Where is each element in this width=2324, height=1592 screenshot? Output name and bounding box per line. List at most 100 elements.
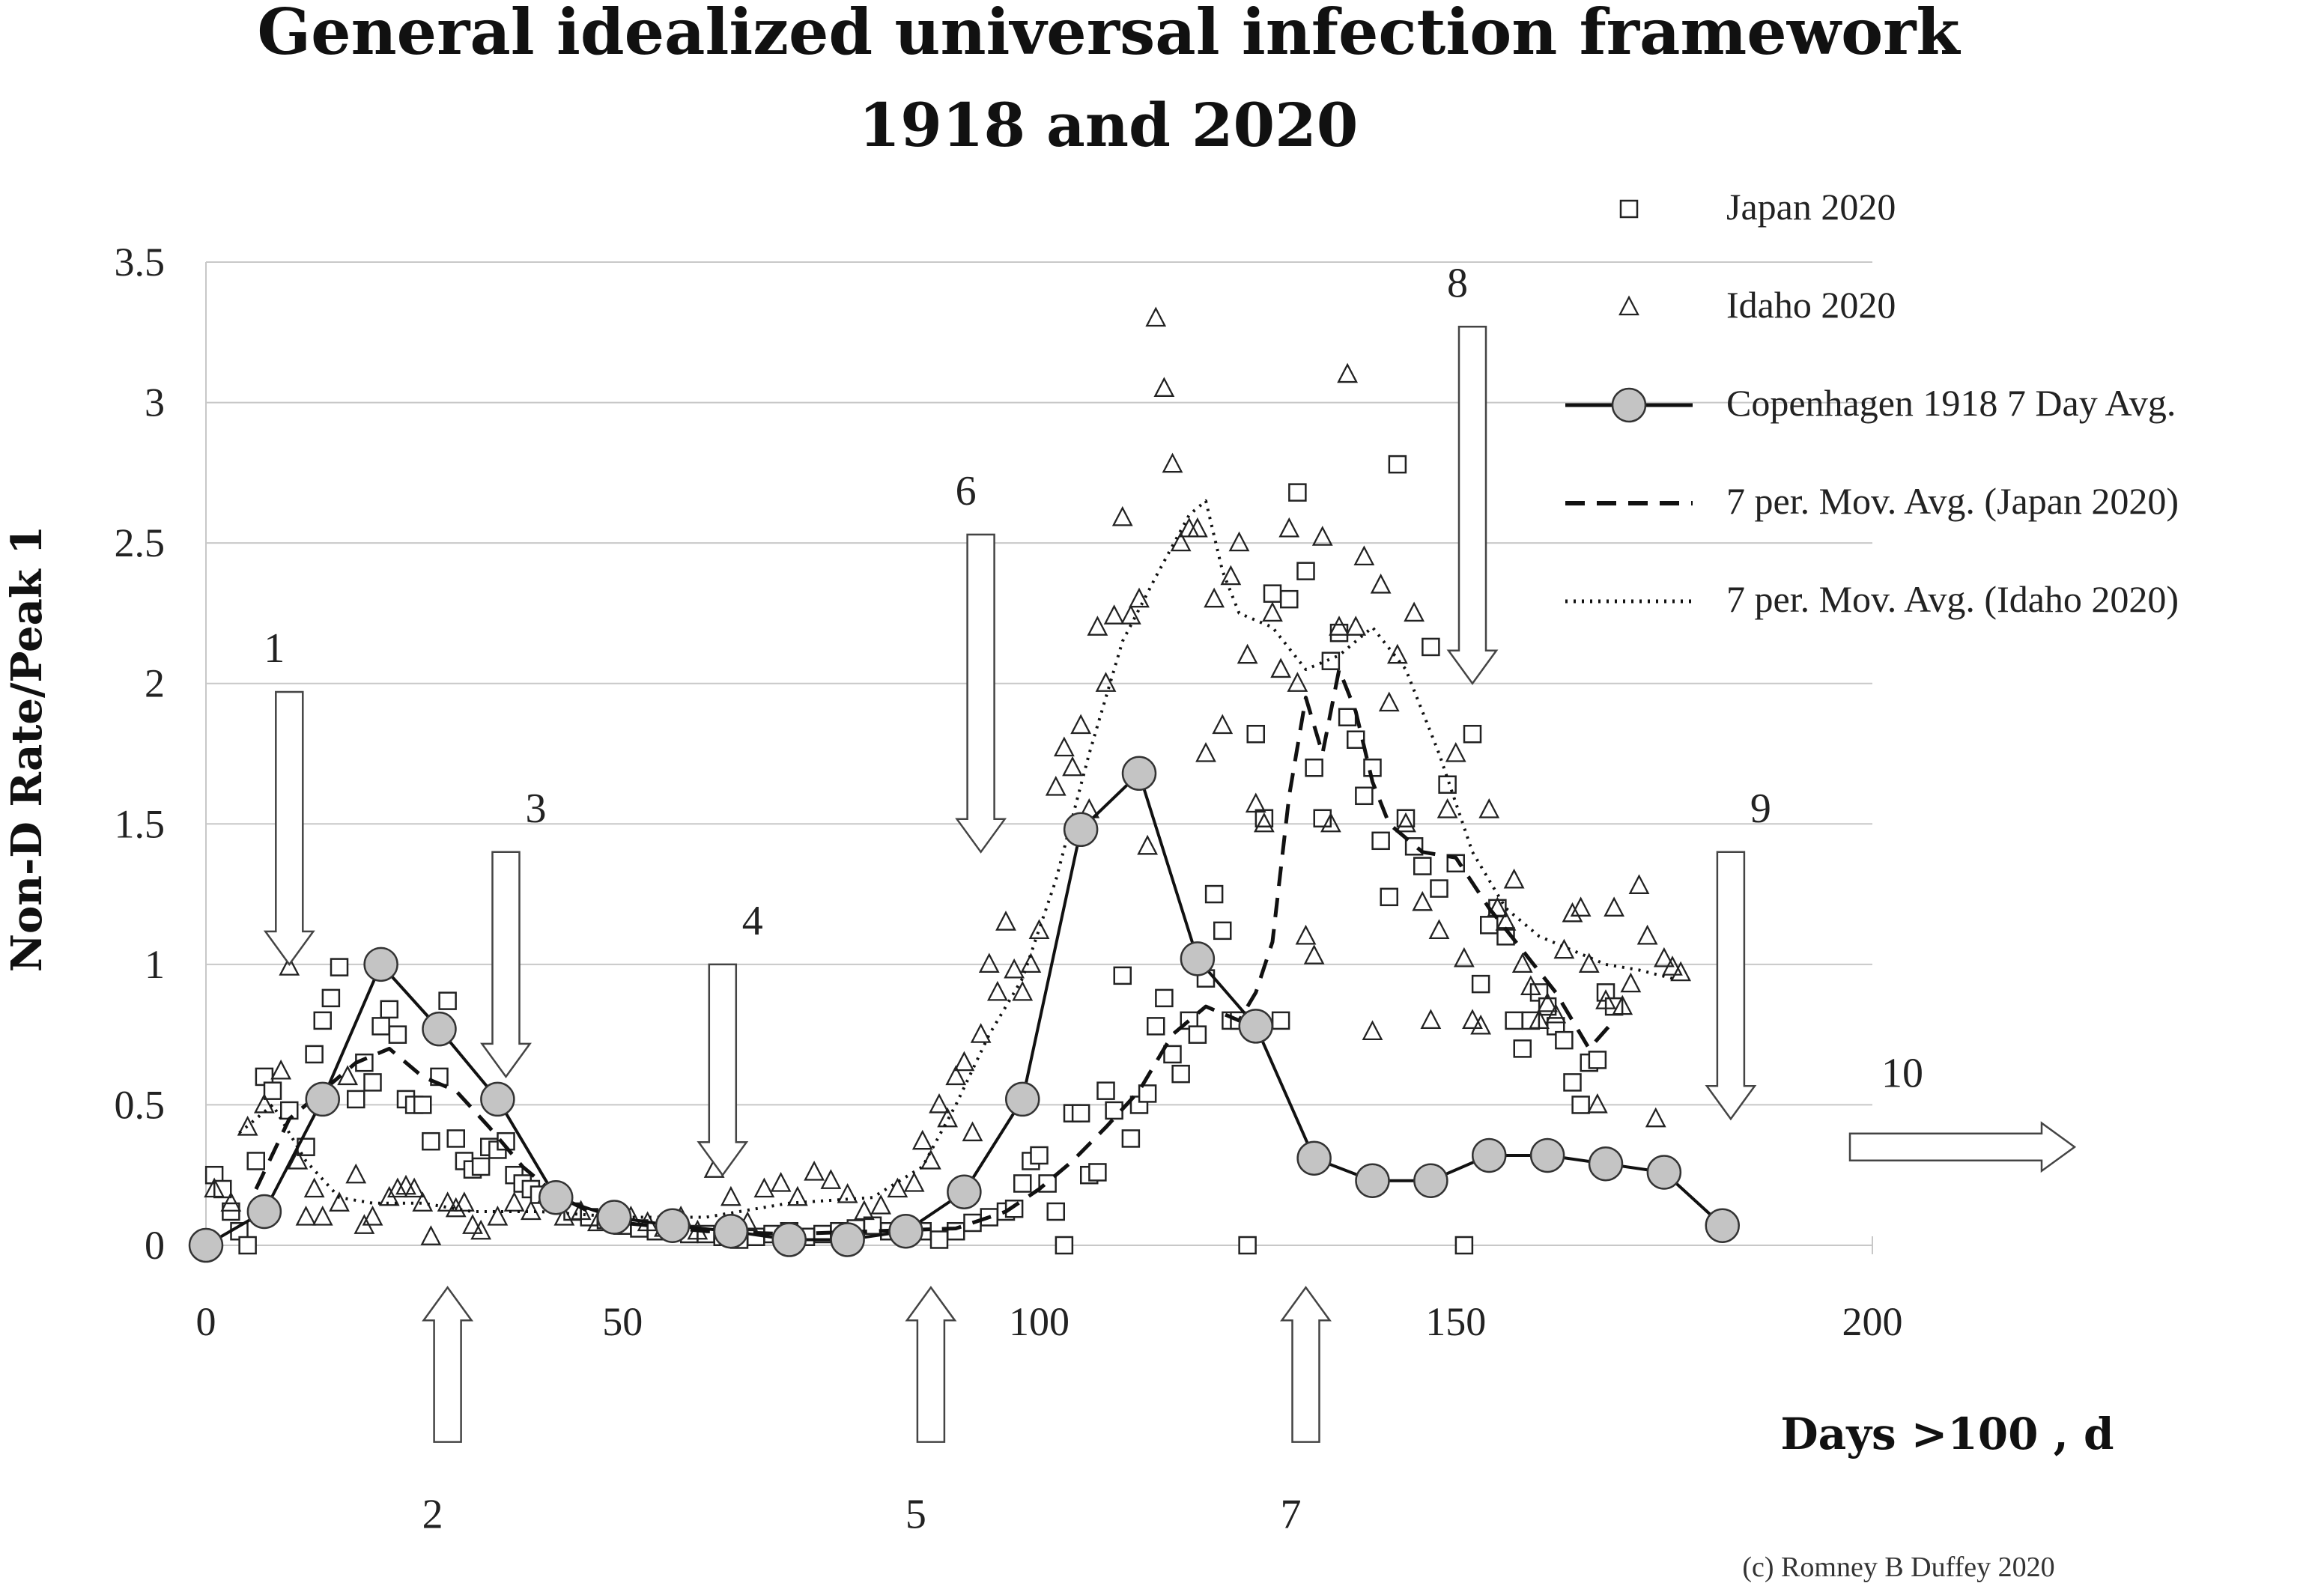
- data-point-square: [1030, 1146, 1049, 1165]
- data-point-square: [1413, 857, 1432, 875]
- data-point-triangle: [1595, 989, 1616, 1009]
- chart-subtitle: 1918 and 2020: [859, 90, 1359, 160]
- data-point-square: [330, 958, 349, 976]
- data-point-square: [1430, 879, 1448, 898]
- data-point-triangle: [911, 1129, 933, 1150]
- data-point-square: [1446, 854, 1465, 873]
- data-point-triangle: [1103, 604, 1125, 625]
- data-point-triangle: [1428, 919, 1450, 939]
- data-point-square: [305, 1045, 324, 1064]
- data-point-square: [422, 1131, 440, 1151]
- legend-item-1: Idaho 2020: [1618, 284, 1896, 326]
- data-point-triangle: [1278, 517, 1300, 538]
- data-point-square: [1380, 887, 1398, 907]
- arrow-shape: [1848, 1121, 2077, 1173]
- data-point-circle: [538, 1179, 574, 1215]
- data-point-triangle: [1228, 531, 1250, 552]
- arrow-shape: [697, 963, 749, 1177]
- data-point-square: [371, 1017, 390, 1036]
- data-point-square: [1363, 759, 1382, 777]
- data-point-square: [222, 1202, 240, 1221]
- x-tick-label: 100: [1009, 1299, 1070, 1344]
- data-point-square: [363, 1073, 382, 1092]
- data-point-square: [1305, 759, 1323, 777]
- data-point-triangle: [1095, 672, 1117, 692]
- annotation-arrow-5: 5: [905, 1286, 957, 1538]
- y-axis-label: Non-D Rate/Peak 1: [2, 526, 52, 972]
- data-point-triangle: [204, 1177, 225, 1198]
- y-tick-label: 3: [145, 380, 165, 425]
- data-point-triangle: [1370, 573, 1392, 594]
- annotation-label: 6: [956, 468, 977, 514]
- data-point-triangle: [1028, 919, 1050, 939]
- data-point-triangle: [329, 1191, 350, 1212]
- data-point-square: [1371, 831, 1390, 851]
- data-point-square: [1471, 974, 1490, 994]
- data-point-circle: [713, 1213, 749, 1249]
- annotation-arrow-1: 1: [263, 625, 315, 967]
- data-point-square: [1013, 1174, 1032, 1193]
- data-point-triangle: [1262, 601, 1283, 622]
- plot-area: [188, 306, 1740, 1263]
- data-point-circle: [1063, 812, 1099, 848]
- data-point-triangle: [1645, 1107, 1666, 1128]
- data-point-triangle: [279, 955, 300, 976]
- series-4: [238, 499, 1673, 1219]
- data-point-triangle: [1578, 953, 1600, 973]
- data-point-triangle: [1545, 1003, 1567, 1024]
- data-point-triangle: [1220, 565, 1242, 586]
- data-point-circle: [422, 1011, 457, 1047]
- data-point-square: [1204, 884, 1224, 904]
- credit-text: (c) Romney B Duffey 2020: [1742, 1552, 2054, 1583]
- data-point-circle: [1238, 1009, 1273, 1044]
- data-point-triangle: [1353, 545, 1375, 566]
- data-point-circle: [1472, 1137, 1507, 1173]
- data-point-triangle: [1170, 531, 1192, 552]
- data-point-triangle: [953, 1051, 975, 1072]
- annotation-label: 2: [422, 1492, 443, 1538]
- data-point-triangle: [1553, 938, 1575, 959]
- data-point-circle: [1180, 941, 1216, 976]
- legend-label: Copenhagen 1918 7 Day Avg.: [1726, 382, 2176, 424]
- data-point-triangle: [770, 1171, 792, 1192]
- data-point-triangle: [1345, 616, 1367, 636]
- y-tick-label: 0: [145, 1223, 165, 1268]
- data-point-square: [929, 1230, 949, 1249]
- data-point-triangle: [1153, 377, 1175, 397]
- data-point-triangle: [1445, 742, 1466, 762]
- data-point-square: [1105, 1101, 1123, 1120]
- series-1: [204, 306, 1692, 1245]
- data-point-circle: [305, 1081, 340, 1117]
- data-point-triangle: [720, 1185, 741, 1206]
- data-point-triangle: [1470, 1014, 1492, 1035]
- data-point-square: [1121, 1129, 1141, 1148]
- data-point-square: [1388, 455, 1407, 474]
- x-tick-label: 200: [1842, 1299, 1903, 1344]
- data-point-triangle: [420, 1225, 442, 1245]
- legend-label: 7 per. Mov. Avg. (Idaho 2020): [1726, 578, 2179, 620]
- data-point-triangle: [1045, 776, 1067, 796]
- data-point-triangle: [1570, 896, 1592, 917]
- data-point-triangle: [887, 1177, 908, 1198]
- annotation-label: 4: [742, 898, 763, 944]
- data-point-triangle: [1636, 924, 1658, 945]
- data-point-triangle: [1012, 980, 1034, 1001]
- data-point-square: [1355, 786, 1374, 806]
- series-2: [188, 756, 1740, 1263]
- data-point-circle: [830, 1222, 865, 1257]
- series-0: [204, 455, 1624, 1255]
- data-point-square: [1088, 1163, 1107, 1182]
- arrow-shape: [905, 1286, 957, 1443]
- arrow-shape: [1446, 326, 1499, 685]
- data-point-circle: [596, 1200, 632, 1235]
- data-point-square: [1238, 1236, 1257, 1255]
- y-tick-label: 3.5: [115, 240, 166, 285]
- data-point-triangle: [470, 1219, 492, 1240]
- x-tick-label: 150: [1425, 1299, 1486, 1344]
- data-point-square: [388, 1025, 407, 1044]
- data-point-triangle: [1670, 961, 1692, 982]
- data-point-triangle: [1212, 714, 1234, 735]
- annotation-arrow-6: 6: [955, 468, 1007, 854]
- data-point-square: [1271, 1011, 1290, 1030]
